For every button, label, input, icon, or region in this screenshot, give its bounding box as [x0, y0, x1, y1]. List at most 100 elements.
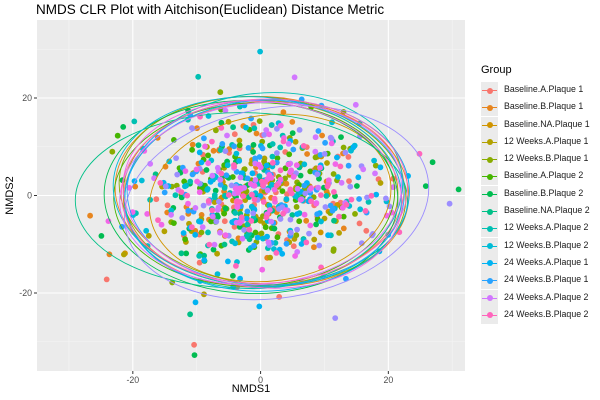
data-point: [238, 214, 245, 221]
data-point: [207, 178, 214, 185]
data-point: [247, 181, 254, 187]
data-point: [232, 240, 239, 247]
data-point: [203, 167, 210, 173]
data-point: [308, 185, 314, 192]
data-point: [233, 263, 239, 269]
legend-key: [481, 289, 498, 307]
legend-key: [481, 116, 498, 134]
data-point: [164, 202, 171, 209]
legend-key: [481, 99, 498, 117]
data-point: [274, 155, 281, 162]
data-point: [189, 224, 195, 231]
data-point: [265, 239, 272, 246]
data-point: [307, 168, 314, 175]
data-point: [264, 187, 271, 194]
data-point: [147, 160, 154, 167]
confidence-ellipse: [112, 96, 403, 287]
data-point: [343, 275, 349, 282]
data-point: [340, 144, 347, 151]
data-point: [357, 206, 364, 213]
data-point: [217, 229, 223, 236]
data-point: [338, 179, 345, 186]
data-point: [230, 124, 237, 131]
data-point: [214, 271, 221, 277]
data-point: [153, 196, 160, 203]
data-point: [161, 228, 168, 235]
data-point: [221, 218, 228, 225]
confidence-ellipse: [124, 105, 430, 301]
data-point: [313, 200, 320, 207]
data-point: [321, 151, 328, 157]
data-point: [334, 154, 340, 161]
data-point: [268, 218, 275, 225]
data-point: [259, 266, 266, 273]
data-point: [120, 124, 127, 130]
data-point: [224, 162, 231, 169]
data-point: [282, 175, 288, 182]
data-point: [251, 125, 258, 132]
data-point: [209, 207, 216, 214]
data-point: [243, 124, 249, 131]
data-point: [262, 224, 269, 231]
data-point: [214, 206, 221, 213]
legend-label: 24 Weeks.A.Plaque 2: [504, 291, 589, 302]
data-point: [290, 173, 297, 180]
data-point: [337, 163, 344, 170]
data-point: [267, 254, 273, 261]
data-point: [221, 210, 228, 217]
data-point: [211, 199, 218, 206]
data-point: [290, 243, 297, 250]
data-point: [217, 147, 224, 153]
legend-key: [481, 168, 498, 186]
data-point: [331, 217, 337, 224]
data-point: [144, 211, 151, 217]
data-point: [315, 184, 322, 191]
data-point: [342, 149, 349, 156]
data-point: [256, 154, 263, 160]
y-axis-label: NMDS2: [4, 176, 16, 215]
data-point: [171, 220, 177, 227]
data-point: [103, 276, 110, 283]
legend-label: Baseline.A.Plaque 2: [504, 170, 584, 181]
data-point: [198, 229, 205, 236]
data-point: [368, 192, 375, 199]
data-point: [201, 257, 208, 264]
legend-item: 12 Weeks.A.Plaque 2: [470, 220, 598, 238]
data-point: [331, 189, 337, 195]
data-point: [377, 164, 384, 171]
data-point: [201, 252, 208, 259]
data-point: [324, 160, 330, 166]
data-point: [211, 194, 218, 201]
data-point: [317, 229, 324, 236]
data-point: [250, 149, 256, 155]
data-point: [251, 196, 258, 203]
data-point: [422, 183, 429, 190]
data-point: [293, 232, 300, 239]
data-point: [245, 145, 252, 151]
data-point: [286, 151, 293, 158]
data-point: [237, 220, 243, 226]
data-point: [114, 132, 121, 139]
data-point: [280, 210, 286, 217]
y-tick-label: -20: [19, 288, 32, 298]
confidence-ellipses: [74, 92, 430, 301]
data-point: [197, 218, 204, 225]
data-point: [173, 155, 180, 162]
data-point: [184, 192, 191, 199]
data-point: [269, 159, 276, 166]
data-point: [185, 200, 191, 207]
data-point: [301, 182, 308, 189]
data-point: [244, 208, 251, 215]
data-point: [383, 195, 389, 202]
data-point: [360, 166, 367, 173]
legend: Group Baseline.A.Plaque 1 Baseline.B.Plaq…: [470, 64, 598, 324]
x-tick-label: 20: [383, 375, 393, 385]
legend-label: 24 Weeks.A.Plaque 1: [504, 256, 589, 267]
data-point: [174, 171, 181, 178]
data-point: [274, 125, 280, 132]
data-point: [258, 230, 265, 237]
data-point: [377, 180, 384, 186]
legend-title: Group: [481, 64, 512, 76]
data-point: [217, 176, 224, 183]
confidence-ellipse: [119, 101, 402, 286]
